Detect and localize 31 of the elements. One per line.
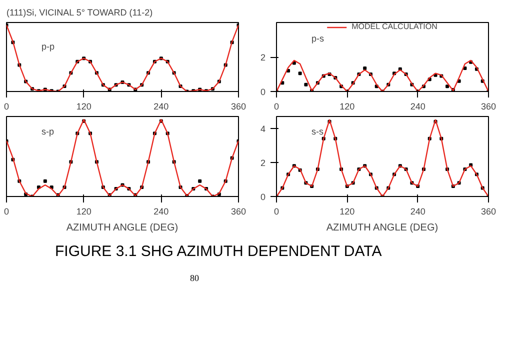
x-tick-label: 120 xyxy=(340,206,355,216)
legend-label: MODEL CALCULATION xyxy=(352,22,438,31)
x-axis-title: AZIMUTH ANGLE (DEG) xyxy=(326,222,438,234)
x-tick-label: 240 xyxy=(154,102,169,112)
y-tick-label: 2 xyxy=(260,158,266,168)
caption: FIGURE 3.1 SHG AZIMUTH DEPENDENT DATA xyxy=(55,242,382,262)
text: 80 xyxy=(190,272,199,286)
x-tick-label: 0 xyxy=(274,206,280,216)
annotation: p-p xyxy=(42,42,55,52)
y-tick-label: 0 xyxy=(260,87,266,97)
x-tick-label: 240 xyxy=(410,206,426,216)
x-tick-label: 0 xyxy=(4,206,10,216)
chart-title: (111)Si, VICINAL 5° TOWARD (11-2) xyxy=(6,8,153,18)
x-tick-label: 360 xyxy=(230,206,246,216)
x-tick-label: 240 xyxy=(154,206,169,216)
x-tick-label: 120 xyxy=(76,102,92,112)
x-tick-label: 360 xyxy=(480,102,496,112)
y-tick-label: 2 xyxy=(260,52,266,62)
x-tick-label: 0 xyxy=(4,102,10,112)
x-tick-label: 120 xyxy=(340,102,355,112)
y-tick-label: 4 xyxy=(260,124,266,134)
annotation: s-p xyxy=(42,126,54,136)
x-tick-label: 120 xyxy=(76,206,92,216)
annotation: p-s xyxy=(312,34,324,44)
x-tick-label: 360 xyxy=(230,102,246,112)
x-tick-label: 240 xyxy=(410,102,426,112)
x-axis-title: AZIMUTH ANGLE (DEG) xyxy=(66,222,178,234)
x-tick-label: 360 xyxy=(480,206,496,216)
y-tick-label: 0 xyxy=(260,192,266,202)
annotation: s-s xyxy=(312,126,324,136)
x-tick-label: 0 xyxy=(274,102,280,112)
